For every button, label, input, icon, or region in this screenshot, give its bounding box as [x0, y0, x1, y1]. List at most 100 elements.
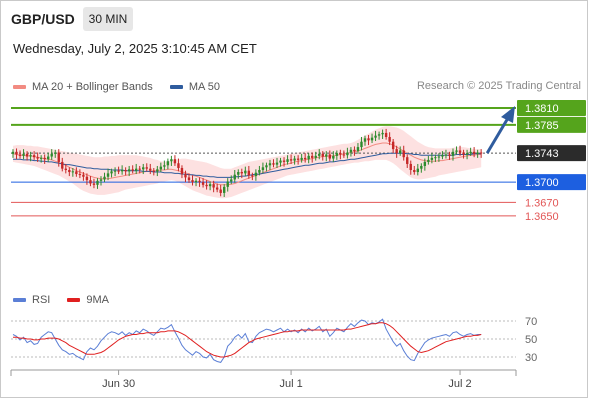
symbol-title: GBP/USD: [11, 11, 75, 27]
forecast-arrow-head: [501, 106, 515, 123]
candle-body: [237, 172, 240, 175]
candle-body: [363, 138, 367, 142]
candle-body: [395, 149, 398, 154]
candle-body: [353, 149, 356, 152]
candle-body: [187, 177, 191, 181]
candle-body: [89, 180, 92, 184]
candle-body: [479, 152, 483, 154]
candle-body: [420, 165, 423, 169]
candle-body: [99, 179, 103, 181]
candle-body: [381, 132, 384, 135]
timeframe-button[interactable]: 30 MIN: [83, 7, 133, 31]
candle-body: [177, 163, 180, 168]
candle-body: [251, 175, 254, 177]
candle-body: [32, 155, 36, 158]
support-label-text: 1.3650: [525, 211, 559, 223]
candle-body: [476, 152, 479, 154]
level-label-box: [517, 174, 586, 191]
candle-body: [437, 156, 441, 158]
candle-body: [92, 183, 96, 185]
candle-body: [303, 157, 307, 160]
candle-body: [124, 170, 127, 172]
candle-body: [296, 158, 300, 160]
credit-label: Research © 2025 Trading Central: [416, 80, 581, 92]
price-legend: MA 20 + Bollinger Bands MA 50: [13, 80, 234, 93]
candle-body: [22, 153, 25, 156]
candle-body: [198, 180, 201, 183]
legend-swatch: [169, 85, 183, 89]
candle-body: [441, 155, 444, 157]
legend-label: RSI: [32, 294, 51, 306]
candle-body: [247, 170, 251, 176]
candle-body: [462, 152, 465, 155]
candle-body: [205, 184, 208, 187]
bollinger-band: [13, 126, 482, 199]
candle-body: [265, 165, 268, 168]
candle-body: [201, 182, 205, 185]
legend-label: MA 20 + Bollinger Bands: [32, 81, 153, 93]
legend-swatch: [13, 85, 26, 89]
candle-body: [349, 149, 353, 153]
candle-body: [254, 172, 258, 177]
candle-body: [314, 155, 317, 158]
candle-body: [275, 162, 279, 165]
candle-body: [15, 151, 18, 155]
candle-body: [434, 157, 437, 159]
candle-body: [240, 172, 243, 174]
candle-body: [18, 154, 22, 156]
candle-body: [106, 173, 110, 177]
legend-label: MA 50: [188, 81, 221, 93]
candle-body: [64, 168, 67, 171]
candle-body: [332, 155, 335, 159]
legend-item-rsi: RSI: [13, 294, 50, 306]
candle-body: [75, 171, 78, 175]
candle-body: [388, 136, 391, 142]
candle-body: [152, 170, 155, 172]
level-label-box: [517, 100, 586, 116]
rsi-ma-line: [13, 322, 482, 358]
candle-body: [11, 151, 15, 154]
candle-body: [54, 152, 57, 154]
candle-body: [25, 153, 29, 157]
x-tick-label: Jun 30: [102, 378, 135, 390]
candle-body: [138, 168, 141, 170]
candle-body: [156, 169, 159, 172]
candle-body: [166, 161, 170, 166]
candle-body: [360, 141, 363, 148]
candle-body: [149, 168, 152, 171]
candle-body: [409, 163, 412, 171]
candle-body: [170, 159, 173, 162]
candle-body: [321, 153, 324, 157]
candle-body: [391, 141, 395, 150]
candle-body: [465, 153, 469, 155]
candle-body: [413, 170, 416, 173]
candle-body: [444, 154, 448, 156]
candle-body: [191, 180, 194, 183]
candle-body: [258, 170, 261, 173]
candle-body: [356, 147, 360, 152]
candle-body: [293, 158, 296, 161]
candle-body: [342, 154, 346, 156]
candle-body: [416, 168, 419, 173]
candle-body: [103, 176, 106, 180]
candle-body: [335, 153, 339, 156]
candle-body: [142, 167, 145, 170]
candle-body: [43, 157, 46, 160]
candle-body: [96, 180, 99, 185]
candle-body: [346, 152, 349, 156]
candle-body: [215, 187, 219, 190]
rsi-legend: RSI 9MA: [13, 293, 123, 306]
candle-body: [173, 159, 177, 164]
candle-body: [268, 163, 272, 166]
candle-body: [286, 159, 289, 162]
legend-label: 9MA: [86, 294, 110, 306]
candle-body: [184, 174, 187, 178]
candle-body: [325, 154, 328, 157]
candle-body: [367, 138, 370, 141]
candle-body: [289, 159, 293, 161]
candle-body: [370, 137, 374, 141]
candle-body: [279, 160, 282, 163]
candle-body: [57, 152, 60, 162]
